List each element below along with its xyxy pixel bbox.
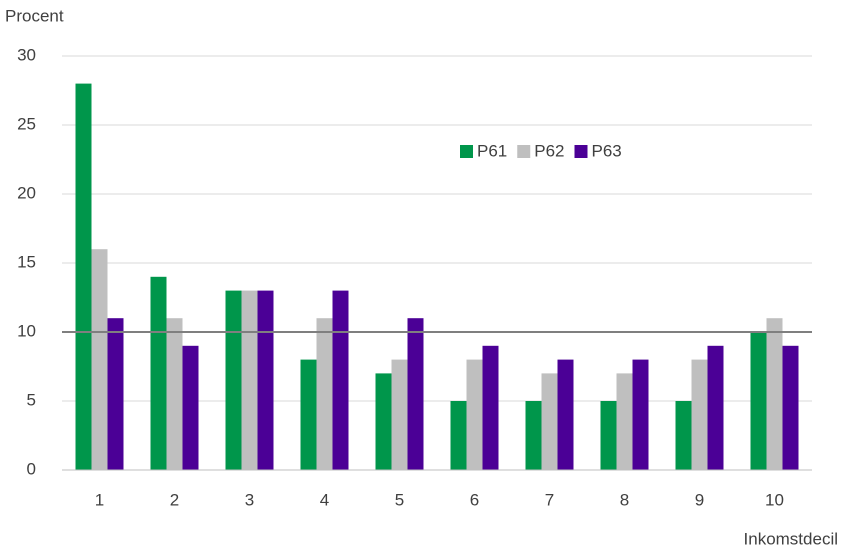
bar <box>375 373 392 470</box>
bar <box>300 359 317 470</box>
legend-swatch <box>517 145 531 158</box>
bar <box>557 359 574 470</box>
bar <box>225 290 242 470</box>
bar <box>450 401 467 470</box>
y-tick-label: 5 <box>27 390 36 409</box>
legend-label: P63 <box>592 141 622 160</box>
bar <box>482 345 499 470</box>
legend-label: P61 <box>477 141 507 160</box>
x-tick-label: 2 <box>170 490 179 509</box>
bar <box>541 373 558 470</box>
bar <box>691 359 708 470</box>
x-tick-label: 10 <box>765 490 784 509</box>
bar <box>391 359 408 470</box>
legend-swatch <box>460 145 473 158</box>
x-tick-label: 4 <box>320 490 329 509</box>
x-tick-label: 7 <box>545 490 554 509</box>
bar <box>407 318 424 470</box>
bar <box>600 401 617 470</box>
x-tick-label: 1 <box>95 490 104 509</box>
y-tick-label: 0 <box>27 459 36 478</box>
bar <box>782 345 799 470</box>
bar <box>150 276 167 470</box>
bar <box>616 373 633 470</box>
bar <box>632 359 649 470</box>
y-tick-label: 30 <box>17 45 36 64</box>
bar <box>750 332 767 470</box>
x-tick-label: 8 <box>620 490 629 509</box>
y-tick-label: 20 <box>17 183 36 202</box>
bar <box>107 318 124 470</box>
bar <box>75 83 92 470</box>
bar <box>766 318 783 470</box>
x-tick-label: 6 <box>470 490 479 509</box>
bar <box>257 290 274 470</box>
y-axis-title: Procent <box>5 6 64 25</box>
y-tick-label: 15 <box>17 252 36 271</box>
bar <box>91 249 108 470</box>
x-axis-title: Inkomstdecil <box>744 529 838 548</box>
x-tick-label: 3 <box>245 490 254 509</box>
bar <box>182 345 199 470</box>
bar <box>707 345 724 470</box>
bar <box>332 290 349 470</box>
x-tick-label: 9 <box>695 490 704 509</box>
x-tick-label: 5 <box>395 490 404 509</box>
y-tick-label: 10 <box>17 321 36 340</box>
legend-label: P62 <box>534 141 564 160</box>
bar <box>525 401 542 470</box>
bar <box>241 290 258 470</box>
bar <box>466 359 483 470</box>
bar <box>675 401 692 470</box>
legend-swatch <box>574 145 588 158</box>
y-tick-label: 25 <box>17 114 36 133</box>
bar <box>316 318 333 470</box>
bar <box>166 318 183 470</box>
